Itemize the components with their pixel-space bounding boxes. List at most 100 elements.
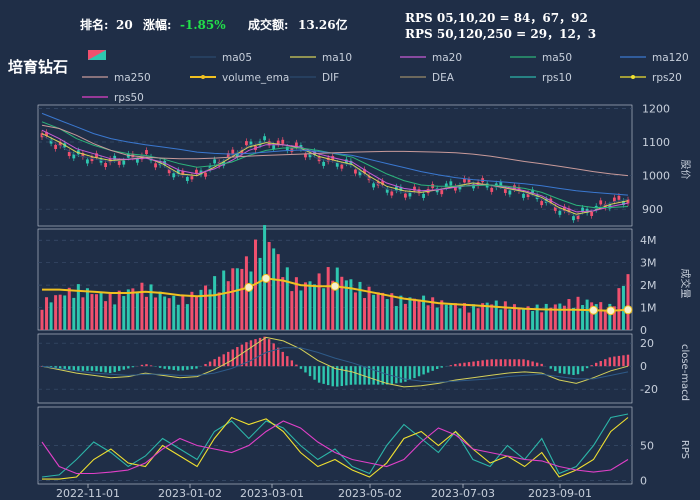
macd-hist-bar [163, 366, 166, 369]
candle-body [381, 180, 385, 185]
candle-body [226, 153, 230, 158]
macd-hist-bar [336, 366, 339, 387]
series-line-ma120 [41, 112, 629, 196]
candle-body [181, 170, 185, 175]
legend-label: ma05 [222, 52, 252, 64]
candle-body [86, 159, 89, 164]
macd-hist-bar [231, 349, 234, 367]
volume-bar [204, 285, 208, 330]
macd-hist-bar [217, 356, 221, 367]
candle-body [472, 184, 475, 189]
volume-bar [181, 295, 185, 330]
candle-body [553, 206, 557, 211]
macd-hist-bar [422, 366, 425, 375]
macd-hist-bar [495, 359, 498, 367]
volume-bar [544, 303, 548, 330]
volume-bar [76, 284, 80, 330]
macd-hist-bar [181, 366, 185, 371]
candle-body [172, 173, 176, 178]
macd-hist-bar [340, 366, 344, 386]
macd-hist-bar [417, 366, 421, 377]
candle-body [122, 160, 126, 165]
volume-bar [290, 291, 294, 330]
volume-bar [317, 273, 321, 330]
macd-hist-bar [408, 366, 412, 380]
volume-bar [58, 294, 62, 330]
macd-hist-bar [167, 366, 171, 370]
candle-body [276, 140, 280, 145]
macd-hist-bar [549, 366, 552, 369]
macd-hist-bar [204, 364, 207, 367]
volume-bar [222, 270, 226, 330]
x-tick-label: 2023-05-02 [338, 487, 402, 500]
volume-bar [558, 303, 562, 330]
macd-hist-bar [249, 340, 253, 367]
macd-hist-bar [595, 362, 598, 367]
legend-item-ma20: ma20 [400, 52, 462, 64]
volume-bar [226, 281, 230, 330]
volume-bar [590, 302, 594, 330]
macd-hist-bar [140, 364, 144, 367]
turnover-label: 成交额: [248, 17, 288, 32]
candle-body [622, 200, 625, 205]
candle-body [385, 188, 389, 193]
macd-hist-bar [376, 366, 380, 385]
macd-hist-bar [522, 359, 525, 367]
macd-hist-bar [281, 351, 284, 367]
candle-body [344, 159, 348, 164]
macd-hist-bar [345, 366, 348, 386]
macd-hist-bar [454, 363, 457, 367]
legend-label: ma50 [542, 52, 572, 64]
macd-hist-bar [395, 366, 398, 384]
macd-hist-bar [617, 355, 621, 367]
volume-bar [571, 307, 575, 330]
volume-bar [476, 308, 480, 330]
candle-body [113, 155, 117, 160]
macd-hist-bar [190, 366, 194, 370]
x-axis: 2022-11-01 2023-01-02 2023-03-01 2023-05-02… [56, 484, 592, 500]
macd-hist-bar [331, 366, 334, 387]
macd-hist-bar [240, 344, 244, 367]
volume-bar [394, 306, 398, 330]
macd-hist-bar [581, 366, 584, 372]
rps-tick-label: 50 [640, 440, 654, 453]
volume-bar [472, 304, 476, 330]
macd-hist-bar [354, 366, 357, 385]
candle-body [326, 157, 330, 162]
macd-hist-bar [63, 366, 66, 370]
volume-bar [331, 280, 335, 330]
candle-body [526, 192, 530, 197]
volume-bar [603, 309, 607, 330]
macd-tick-label: 20 [640, 337, 654, 350]
macd-hist-bar [540, 363, 543, 367]
legend-label: volume_ema [222, 72, 289, 84]
legend-label: ma20 [432, 52, 462, 64]
macd-hist-bar [81, 366, 85, 371]
macd-hist-bar [172, 366, 175, 370]
macd-hist-bar [222, 354, 225, 367]
macd-hist-bar [440, 366, 443, 368]
change-value: -1.85% [180, 18, 226, 32]
candle-body [40, 133, 44, 138]
candle-body [531, 189, 535, 194]
candle-body [322, 161, 326, 166]
volume-bar [381, 292, 385, 330]
candle-body [522, 193, 525, 198]
macd-hist-bar [485, 359, 489, 367]
candle-body [581, 207, 584, 212]
macd-hist-bar [77, 366, 80, 371]
candle-body [626, 199, 630, 204]
macd-hist-bar [576, 366, 580, 375]
macd-hist-bar [304, 366, 307, 373]
turnover-value: 13.26亿 [298, 17, 348, 32]
candle-body [508, 190, 512, 195]
volume-bar [104, 301, 108, 330]
macd-hist-bar [599, 361, 602, 367]
volume-bar [458, 308, 462, 330]
volume-bar [358, 281, 362, 330]
rank-value: 20 [116, 18, 133, 32]
candle-body [499, 182, 503, 187]
candle-body [612, 197, 616, 202]
candle-body [503, 188, 507, 193]
